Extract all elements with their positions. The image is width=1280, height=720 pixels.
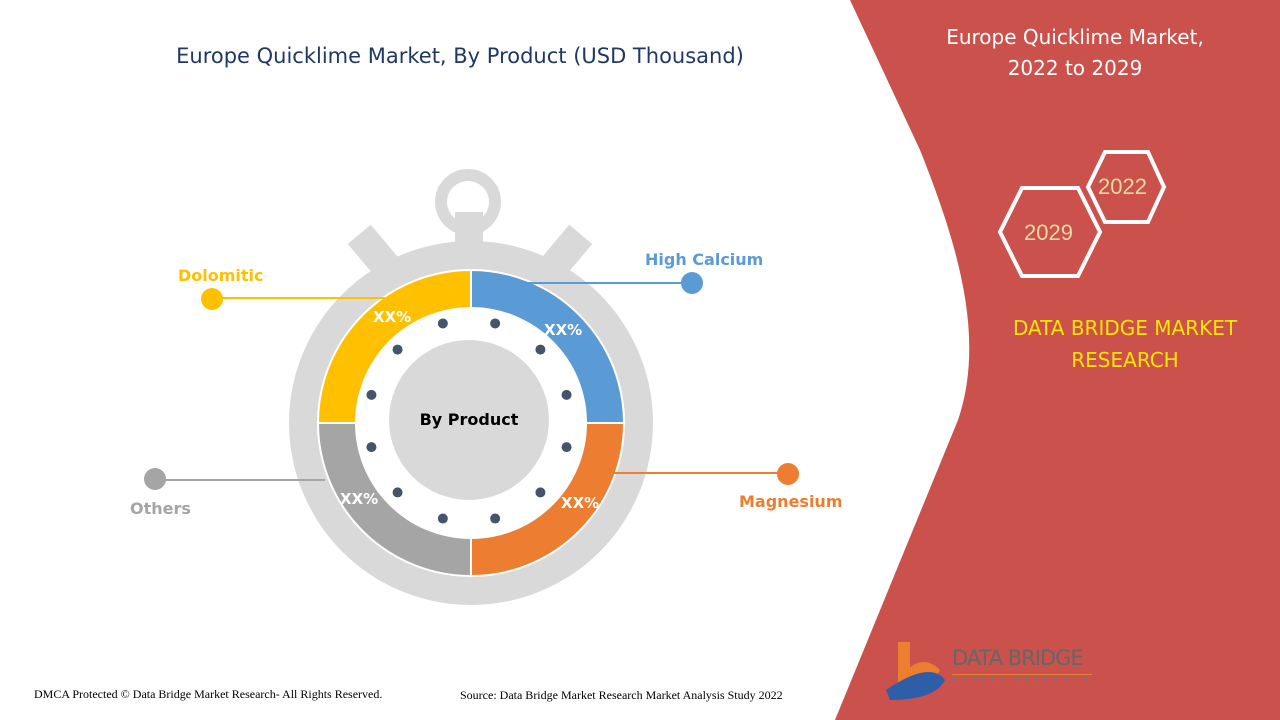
side-panel-title: Europe Quicklime Market, 2022 to 2029 — [900, 22, 1250, 84]
data-bridge-logo — [886, 642, 945, 700]
source-text: Source: Data Bridge Market Research Mark… — [460, 688, 783, 702]
year-2022: 2022 — [1098, 174, 1147, 199]
legend-dolomitic: Dolomitic — [178, 266, 264, 285]
tick-dot — [392, 487, 403, 498]
chart-title: Europe Quicklime Market, By Product (USD… — [176, 44, 744, 68]
tick-dot — [535, 487, 546, 498]
tick-dot — [437, 318, 448, 329]
legend-high-calcium: High Calcium — [645, 250, 764, 269]
hexagon-2022 — [1085, 150, 1167, 224]
side-panel-shape — [835, 0, 1280, 720]
brand-line2: RESEARCH — [1071, 348, 1179, 372]
data-label-high-calcium: XX% — [544, 321, 583, 339]
tick-dot — [437, 513, 448, 524]
copyright-text: DMCA Protected © Data Bridge Market Rese… — [34, 687, 383, 701]
logo-tagline: MARKET RESEARCH — [952, 674, 1092, 684]
legend-magnesium: Magnesium — [739, 492, 843, 511]
data-label-magnesium: XX% — [561, 494, 600, 512]
data-label-others: XX% — [340, 490, 379, 508]
center-label: By Product — [419, 410, 519, 429]
hexagon-2029 — [997, 186, 1103, 278]
logo-name: DATA BRIDGE — [952, 646, 1084, 670]
tick-dot — [535, 344, 546, 355]
side-title-line1: Europe Quicklime Market, — [946, 25, 1204, 49]
tick-dot — [561, 442, 572, 453]
data-label-dolomitic: XX% — [373, 308, 412, 326]
tick-dot — [490, 513, 501, 524]
brand-text: DATA BRIDGE MARKET RESEARCH — [960, 312, 1280, 376]
side-title-line2: 2022 to 2029 — [1007, 56, 1143, 80]
tick-dot — [490, 318, 501, 329]
brand-line1: DATA BRIDGE MARKET — [1012, 316, 1238, 340]
tick-dot — [392, 344, 403, 355]
legend-others: Others — [130, 499, 191, 518]
tick-dot — [366, 442, 377, 453]
tick-dot — [366, 389, 377, 400]
tick-dot — [561, 389, 572, 400]
center-disc — [389, 340, 549, 500]
year-2029: 2029 — [1024, 220, 1073, 245]
